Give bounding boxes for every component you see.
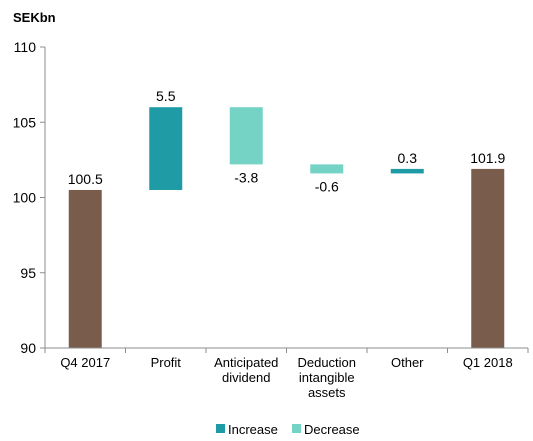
- bar-value-label: -3.8: [234, 169, 258, 185]
- legend: Increase Decrease: [216, 422, 360, 437]
- bar-value-label: 101.9: [470, 150, 505, 166]
- bar-total: [68, 189, 102, 348]
- bars: 100.5 5.5 -3.8 -0.6 0.3 101.9: [68, 88, 505, 348]
- bar-value-label: 5.5: [156, 88, 176, 104]
- y-tick-label: 95: [20, 265, 36, 281]
- bar-value-label: -0.6: [315, 178, 339, 194]
- bar-decrease: [310, 164, 344, 174]
- bar-value-label: 0.3: [398, 150, 418, 166]
- x-category-label: Profit: [151, 355, 182, 370]
- bar-total: [471, 168, 505, 348]
- y-tick-label: 105: [13, 114, 37, 130]
- x-category-label: Anticipated dividend: [214, 355, 278, 385]
- bar-increase: [149, 107, 183, 190]
- bar-value-label: 100.5: [68, 171, 103, 187]
- y-tick-label: 90: [20, 340, 36, 356]
- y-axis: 90 95 100 105 110: [13, 39, 46, 356]
- x-category-label: Q1 2018: [463, 355, 513, 370]
- x-category-label: Deduction intangible assets: [297, 355, 356, 400]
- legend-label: Decrease: [304, 422, 360, 437]
- bar-increase: [390, 168, 424, 174]
- y-tick-label: 100: [13, 190, 37, 206]
- legend-swatch-decrease: [292, 424, 301, 433]
- y-axis-unit-label: SEKbn: [13, 10, 56, 25]
- x-category-label: Other: [391, 355, 424, 370]
- legend-label: Increase: [228, 422, 278, 437]
- y-tick-label: 110: [14, 39, 37, 55]
- bar-decrease: [229, 107, 263, 165]
- x-category-label: Q4 2017: [60, 355, 110, 370]
- legend-swatch-increase: [216, 424, 225, 433]
- x-axis: Q4 2017 Profit Anticipated dividend Deductio…: [44, 347, 529, 400]
